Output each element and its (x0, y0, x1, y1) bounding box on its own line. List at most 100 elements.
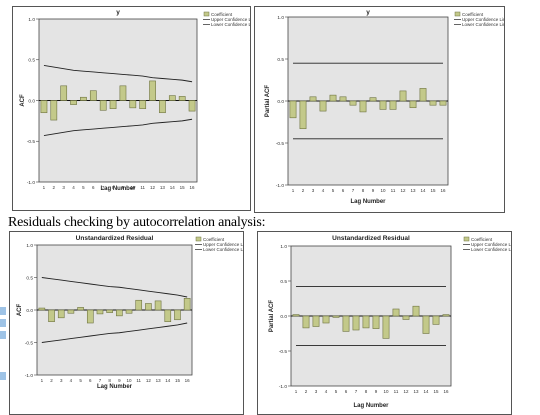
x-tick-label: 13 (410, 188, 416, 193)
x-tick-label: 15 (430, 188, 436, 193)
acf-bar (57, 309, 65, 319)
left-edge-mark (0, 319, 6, 327)
left-edge-mark (0, 372, 6, 380)
acf-bar (312, 315, 320, 327)
acf-bar (50, 100, 58, 121)
acf-bar (302, 315, 310, 329)
legend-label-lower: Lower Confidence Limit (203, 247, 243, 252)
x-tick-label: 16 (443, 389, 449, 394)
chart-title: y (116, 9, 120, 16)
acf-bar (439, 100, 447, 106)
acf-bar (292, 314, 300, 317)
x-tick-label: 4 (70, 378, 73, 383)
x-tick-label: 16 (190, 185, 196, 190)
acf-bar (86, 309, 94, 324)
x-tick-label: 4 (322, 188, 325, 193)
acf-bar (352, 315, 360, 331)
acf-bar (89, 90, 97, 101)
legend-label-lower: Lower Confidence Limit (211, 22, 250, 27)
x-tick-label: 13 (413, 389, 419, 394)
x-tick-label: 1 (292, 188, 295, 193)
acf-bar (174, 309, 181, 321)
x-tick-label: 3 (60, 378, 63, 383)
legend-swatch-coefficient (203, 11, 210, 17)
x-tick-label: 10 (127, 378, 133, 383)
left-edge-fragment (0, 232, 9, 413)
acf-bar (119, 85, 127, 101)
y-tick-label: -1.0 (276, 183, 285, 189)
acf-bar (38, 307, 46, 311)
x-tick-label: 2 (53, 185, 56, 190)
x-tick-label: 4 (72, 185, 75, 190)
y-tick-label: 0.0 (277, 99, 284, 105)
chart-title: Unstandardized Residual (332, 235, 410, 242)
y-axis-label: Partial ACF (265, 85, 271, 117)
acf-bar (106, 309, 113, 313)
x-tick-label: 12 (403, 389, 409, 394)
x-tick-label: 3 (312, 188, 315, 193)
acf-bar (77, 307, 84, 311)
acf-chart-residual-svg: Unstandardized Residual 1.0 0.5 0.0 -0.5 -1.0… (17, 235, 243, 390)
upper-confidence-line (43, 65, 193, 83)
x-tick-label: 15 (433, 389, 439, 394)
acf-bar (299, 100, 307, 130)
x-tick-label: 1 (295, 389, 298, 394)
x-tick-label: 13 (160, 185, 166, 190)
x-tick-label: 6 (89, 378, 92, 383)
x-tick-label: 15 (175, 378, 181, 383)
x-tick-label: 6 (92, 185, 95, 190)
y-tick-label: -1.0 (27, 180, 36, 186)
acf-bar (188, 100, 196, 112)
x-tick-label: 16 (440, 188, 446, 193)
x-tick-label: 9 (372, 188, 375, 193)
acf-bar (369, 97, 377, 102)
acf-bar (60, 85, 68, 101)
y-tick-label: 1.0 (28, 17, 35, 23)
acf-bar (149, 80, 156, 101)
legend-label-coefficient: Coefficient (203, 237, 225, 242)
caption-residuals: Residuals checking by autocorrelation an… (8, 215, 266, 230)
acf-bar (178, 96, 186, 101)
y-tick-label: 1.0 (280, 244, 287, 250)
x-tick-label: 4 (325, 389, 328, 394)
acf-bar (379, 100, 387, 110)
acf-bar (372, 315, 380, 329)
x-tick-label: 7 (102, 185, 105, 190)
x-tick-label: 11 (136, 378, 141, 383)
legend-label-upper: Upper Confidence Limit (203, 242, 243, 247)
pacf-chart-residual: Unstandardized Residual 1.0 0.5 0.0 -0.5 -1.0… (257, 231, 512, 415)
y-tick-label: -0.5 (279, 349, 288, 355)
x-tick-label: 1 (43, 185, 46, 190)
acf-bar (319, 100, 327, 112)
x-tick-label: 15 (180, 185, 186, 190)
acf-bar (409, 100, 417, 109)
x-tick-label: 10 (130, 185, 136, 190)
x-tick-label: 8 (362, 188, 365, 193)
x-tick-label: 11 (394, 389, 399, 394)
acf-bar (168, 95, 176, 101)
acf-bar (183, 298, 191, 311)
acf-bar (154, 300, 162, 311)
acf-bar (339, 96, 347, 102)
x-tick-label: 14 (165, 378, 171, 383)
x-tick-label: 3 (62, 185, 65, 190)
y-axis-label: ACF (20, 94, 26, 107)
y-tick-label: 1.0 (26, 243, 33, 249)
pacf-chart-residual-svg: Unstandardized Residual 1.0 0.5 0.0 -0.5 -1.0… (269, 235, 511, 409)
pacf-chart-y: y 1.0 0.5 0.0 -0.5 -1.0 Partial ACF 1 2 3 4 5 6 7 8 9 10… (254, 6, 505, 213)
acf-bar (125, 309, 133, 314)
lower-confidence-line (41, 322, 188, 343)
x-tick-label: 11 (140, 185, 145, 190)
left-edge-mark (0, 331, 6, 339)
acf-bar (359, 100, 367, 113)
acf-bar (389, 100, 397, 110)
x-tick-label: 9 (122, 185, 125, 190)
x-tick-label: 6 (342, 188, 345, 193)
legend-label-upper: Upper Confidence Limit (471, 242, 511, 247)
x-tick-label: 1 (41, 378, 44, 383)
y-tick-label: -0.5 (25, 340, 34, 346)
legend-label-upper: Upper Confidence Limit (211, 17, 250, 22)
x-tick-label: 9 (118, 378, 121, 383)
x-tick-label: 6 (345, 389, 348, 394)
